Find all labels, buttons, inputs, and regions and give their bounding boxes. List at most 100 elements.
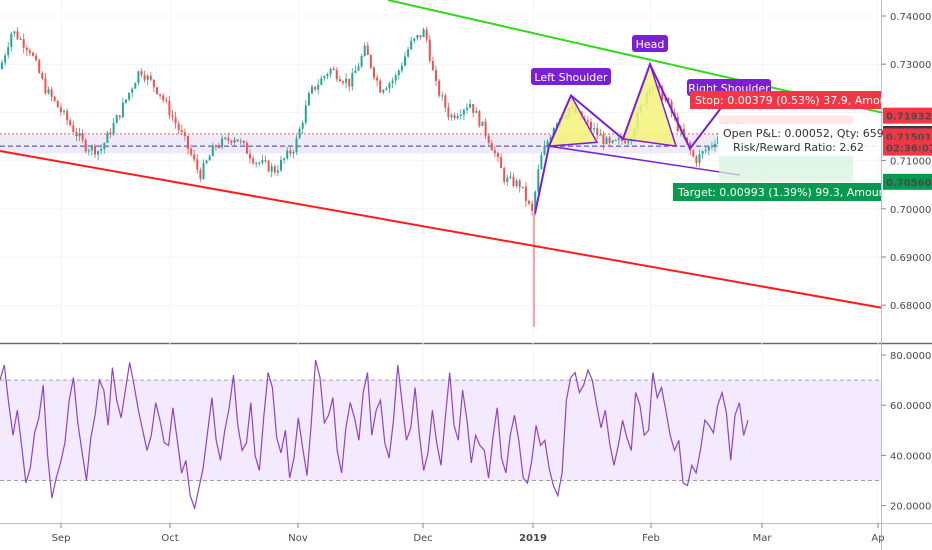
candle: [211, 142, 214, 157]
candle-body: [546, 141, 549, 146]
candle-body: [518, 180, 521, 188]
candle: [524, 181, 527, 207]
candle: [41, 70, 44, 81]
candle-body: [419, 35, 422, 38]
candle: [128, 92, 131, 102]
candle-body: [543, 145, 546, 156]
candle: [214, 144, 217, 151]
candle-body: [134, 83, 137, 89]
candle-body: [373, 67, 375, 78]
candle: [4, 52, 7, 66]
candle: [335, 67, 338, 82]
candle: [342, 79, 344, 86]
candle-body: [345, 78, 348, 83]
candle-body: [698, 154, 701, 164]
candle-body: [258, 162, 261, 164]
candle-body: [376, 77, 379, 81]
candle-body: [69, 120, 72, 126]
candle-body: [314, 86, 317, 90]
candle-body: [326, 74, 329, 77]
candle-body: [193, 154, 196, 160]
candle-body: [481, 121, 484, 126]
candle-body: [35, 55, 38, 61]
candle: [481, 121, 484, 127]
pattern-label: Left Shoulder: [531, 68, 611, 85]
support-trendline: [0, 149, 882, 309]
candle-body: [627, 141, 630, 144]
candle: [714, 139, 716, 152]
candle: [348, 78, 351, 92]
rsi-tick-label: 60.0000: [890, 401, 931, 412]
candle: [227, 132, 230, 144]
candle: [78, 127, 81, 142]
candle: [379, 78, 382, 93]
candle-body: [431, 61, 434, 71]
candle-body: [459, 114, 462, 116]
rsi-line: [0, 359, 749, 511]
price-tag: 02:36:07: [883, 139, 932, 156]
candle-body: [599, 134, 602, 136]
candle-body: [391, 80, 394, 84]
candle-body: [146, 75, 149, 80]
candle-body: [608, 137, 611, 143]
candle: [16, 27, 19, 41]
candle: [394, 73, 397, 85]
candle-body: [506, 177, 509, 182]
candle: [351, 68, 354, 91]
candle: [84, 138, 87, 154]
candle: [208, 154, 211, 161]
candle: [218, 142, 220, 149]
candle-body: [87, 150, 90, 152]
candle: [608, 136, 611, 147]
price-tag-text: 02:36:07: [886, 144, 932, 155]
candle: [32, 51, 34, 57]
price-tag-text: 0.70560: [886, 178, 932, 189]
candle-body: [658, 85, 661, 88]
candle-body: [214, 145, 217, 147]
x-tick-label: 2019: [519, 533, 547, 544]
candle-body: [617, 138, 620, 141]
candle-body: [230, 140, 233, 143]
pattern-label-text: Left Shoulder: [534, 71, 608, 84]
candle: [10, 32, 13, 52]
candle-body: [171, 115, 174, 118]
candle: [174, 111, 177, 129]
candle-body: [28, 50, 31, 53]
candle: [593, 122, 596, 134]
candle-body: [165, 99, 168, 101]
candle-body: [683, 128, 685, 138]
candle: [410, 36, 413, 51]
candle: [239, 138, 242, 145]
candle-body: [317, 84, 320, 90]
candle: [345, 73, 348, 88]
candle-body: [196, 159, 199, 170]
candle: [196, 154, 199, 174]
x-tick-label: Dec: [413, 533, 432, 544]
x-tick-label: Feb: [642, 533, 660, 544]
candle-body: [621, 138, 623, 141]
candle-body: [531, 203, 534, 211]
candle-body: [152, 79, 155, 88]
candle: [444, 93, 447, 113]
candle-body: [298, 128, 301, 139]
candle-body: [224, 137, 227, 139]
candle-body: [524, 186, 527, 201]
candle: [121, 97, 124, 119]
candle: [270, 162, 273, 178]
candle: [490, 139, 493, 151]
price-tag-box: [883, 107, 932, 124]
candle: [419, 35, 422, 40]
candle: [118, 115, 121, 121]
candle: [376, 74, 379, 86]
candle: [53, 95, 56, 103]
pnl-box: [718, 124, 881, 156]
candle: [245, 140, 248, 154]
candle: [602, 130, 605, 150]
candle: [152, 79, 155, 93]
candle: [66, 108, 69, 126]
candle-body: [242, 140, 245, 143]
candle: [472, 103, 475, 118]
candle-body: [602, 134, 605, 145]
candle-body: [329, 68, 332, 75]
